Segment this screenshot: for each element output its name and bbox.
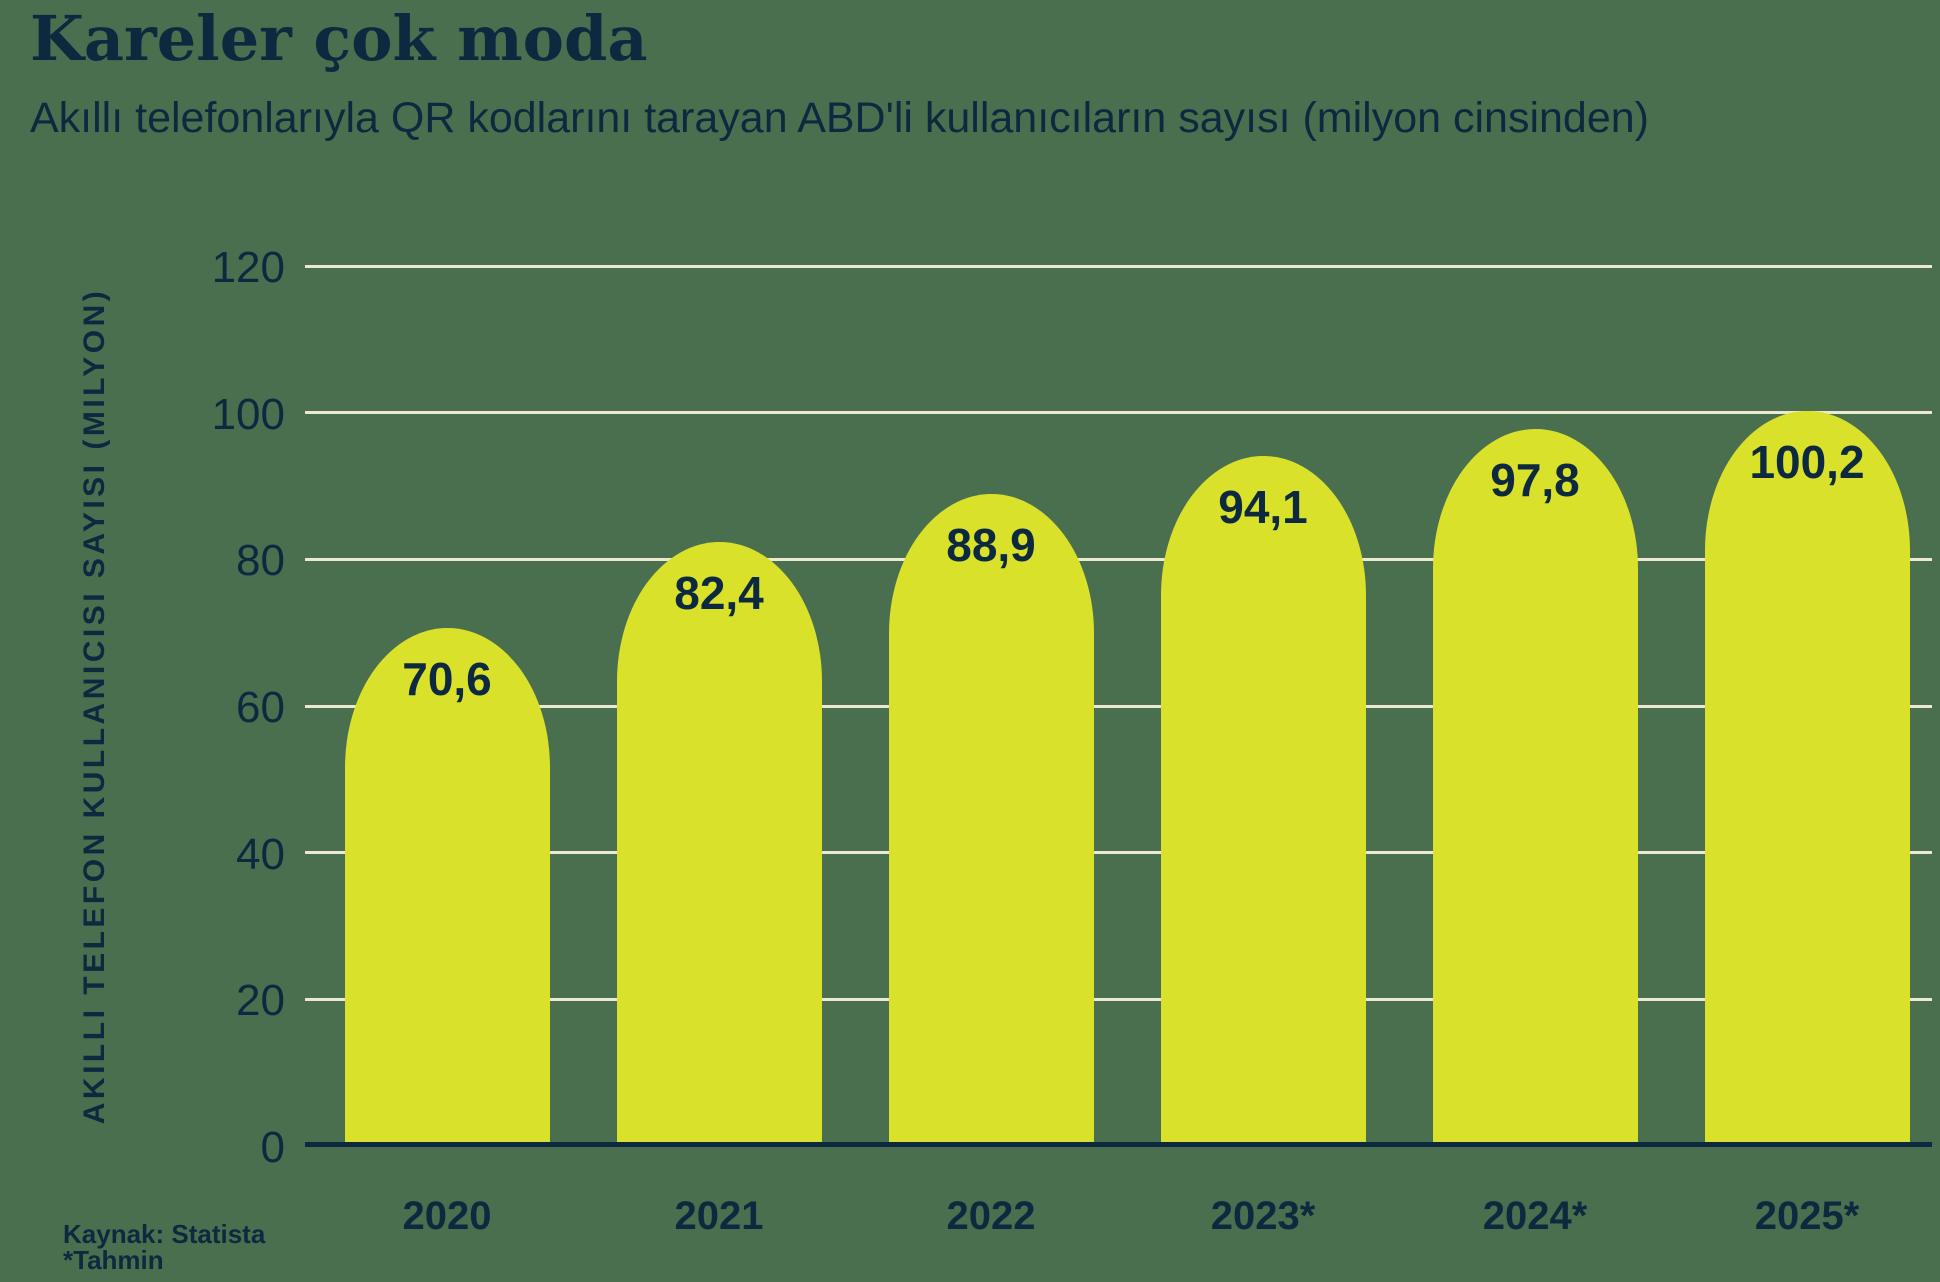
- bar-value-label: 82,4: [674, 566, 764, 619]
- gridline-100: [305, 411, 1932, 415]
- y-tick-label-120: 120: [211, 243, 285, 292]
- x-tick-label-2023*: 2023*: [1210, 1194, 1316, 1238]
- source-note: Kaynak: Statista *Tahmin: [63, 1221, 265, 1273]
- bar-2022: 88,9: [888, 494, 1094, 1146]
- y-axis-title: AKILLI TELEFON KULLANICISI SAYISI (MILYO…: [78, 287, 111, 1125]
- bar-value-label: 97,8: [1490, 453, 1580, 506]
- y-tick-label-40: 40: [236, 829, 285, 879]
- y-tick-label-60: 60: [236, 683, 285, 732]
- x-axis-line: [305, 1142, 1932, 1147]
- bar-value-label: 100,2: [1749, 436, 1865, 489]
- page-title: Kareler çok moda: [30, 2, 648, 75]
- y-tick-label-0: 0: [260, 1123, 285, 1172]
- x-tick-label-2020: 2020: [402, 1194, 492, 1238]
- bar-2024*: 97,8: [1432, 428, 1638, 1146]
- bar-2023*: 94,1: [1160, 455, 1366, 1146]
- bar-2020: 70,6: [344, 628, 550, 1146]
- bar-value-label: 94,1: [1218, 480, 1308, 533]
- gridline-20: [305, 997, 1932, 1001]
- gridline-40: [305, 851, 1932, 855]
- bar-2021: 82,4: [616, 541, 822, 1146]
- y-tick-label-20: 20: [236, 976, 285, 1026]
- x-tick-label-2021: 2021: [674, 1194, 764, 1238]
- gridline-80: [305, 557, 1932, 561]
- y-tick-label-80: 80: [236, 536, 285, 586]
- x-tick-label-2024*: 2024*: [1482, 1194, 1588, 1238]
- source-line: Kaynak: Statista: [63, 1219, 266, 1249]
- y-tick-label-100: 100: [211, 389, 285, 439]
- bar-value-label: 70,6: [402, 653, 492, 706]
- chart-subtitle: Akıllı telefonlarıyla QR kodlarını taray…: [30, 94, 1649, 142]
- x-tick-label-2022: 2022: [946, 1194, 1036, 1238]
- gridline-120: [305, 264, 1932, 268]
- x-tick-label-2025*: 2025*: [1754, 1194, 1860, 1238]
- bar-2025*: 100,2: [1704, 411, 1910, 1146]
- bar-value-label: 88,9: [946, 519, 1036, 572]
- footnote-line: *Tahmin: [63, 1245, 164, 1275]
- gridline-60: [305, 704, 1932, 708]
